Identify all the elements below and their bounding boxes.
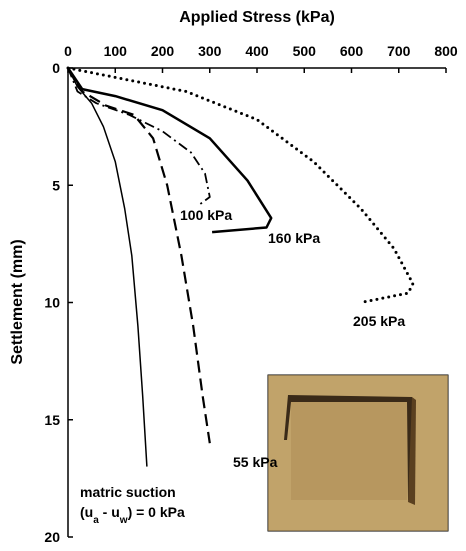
annotation-part: ) = 0 kPa bbox=[128, 504, 185, 520]
photo-inset bbox=[268, 375, 448, 531]
x-tick-label: 600 bbox=[340, 43, 364, 59]
series-label: 205 kPa bbox=[353, 313, 405, 329]
x-tick-label: 100 bbox=[104, 43, 128, 59]
annotation-part: - u bbox=[99, 504, 120, 520]
annotation-part: w bbox=[119, 515, 128, 526]
y-tick-label: 20 bbox=[44, 529, 60, 545]
x-tick-label: 400 bbox=[245, 43, 269, 59]
y-tick-label: 10 bbox=[44, 295, 60, 311]
series-label: 160 kPa bbox=[268, 230, 320, 246]
x-tick-label: 500 bbox=[293, 43, 317, 59]
x-tick-label: 200 bbox=[151, 43, 175, 59]
chart: Applied Stress (kPa) Settlement (mm) 0 10… bbox=[0, 0, 466, 546]
series-line bbox=[68, 68, 271, 232]
y-tick-label: 5 bbox=[52, 177, 60, 193]
series-line bbox=[68, 68, 147, 467]
annotation: (ua - uw) = 0 kPa bbox=[80, 504, 185, 526]
x-tick-label: 300 bbox=[198, 43, 222, 59]
annotation-part: (u bbox=[80, 504, 93, 520]
y-tick-label: 0 bbox=[52, 60, 60, 76]
series-label: 55 kPa bbox=[233, 454, 278, 470]
x-tick-label: 800 bbox=[434, 43, 458, 59]
x-axis-title: Applied Stress (kPa) bbox=[179, 9, 335, 26]
x-tick-label: 700 bbox=[387, 43, 411, 59]
y-axis-title: Settlement (mm) bbox=[9, 239, 26, 364]
annotation: matric suction bbox=[80, 484, 176, 500]
y-tick-label: 15 bbox=[44, 412, 60, 428]
x-tick-label: 0 bbox=[64, 43, 72, 59]
series-line bbox=[68, 68, 210, 204]
series-label: 100 kPa bbox=[180, 207, 232, 223]
